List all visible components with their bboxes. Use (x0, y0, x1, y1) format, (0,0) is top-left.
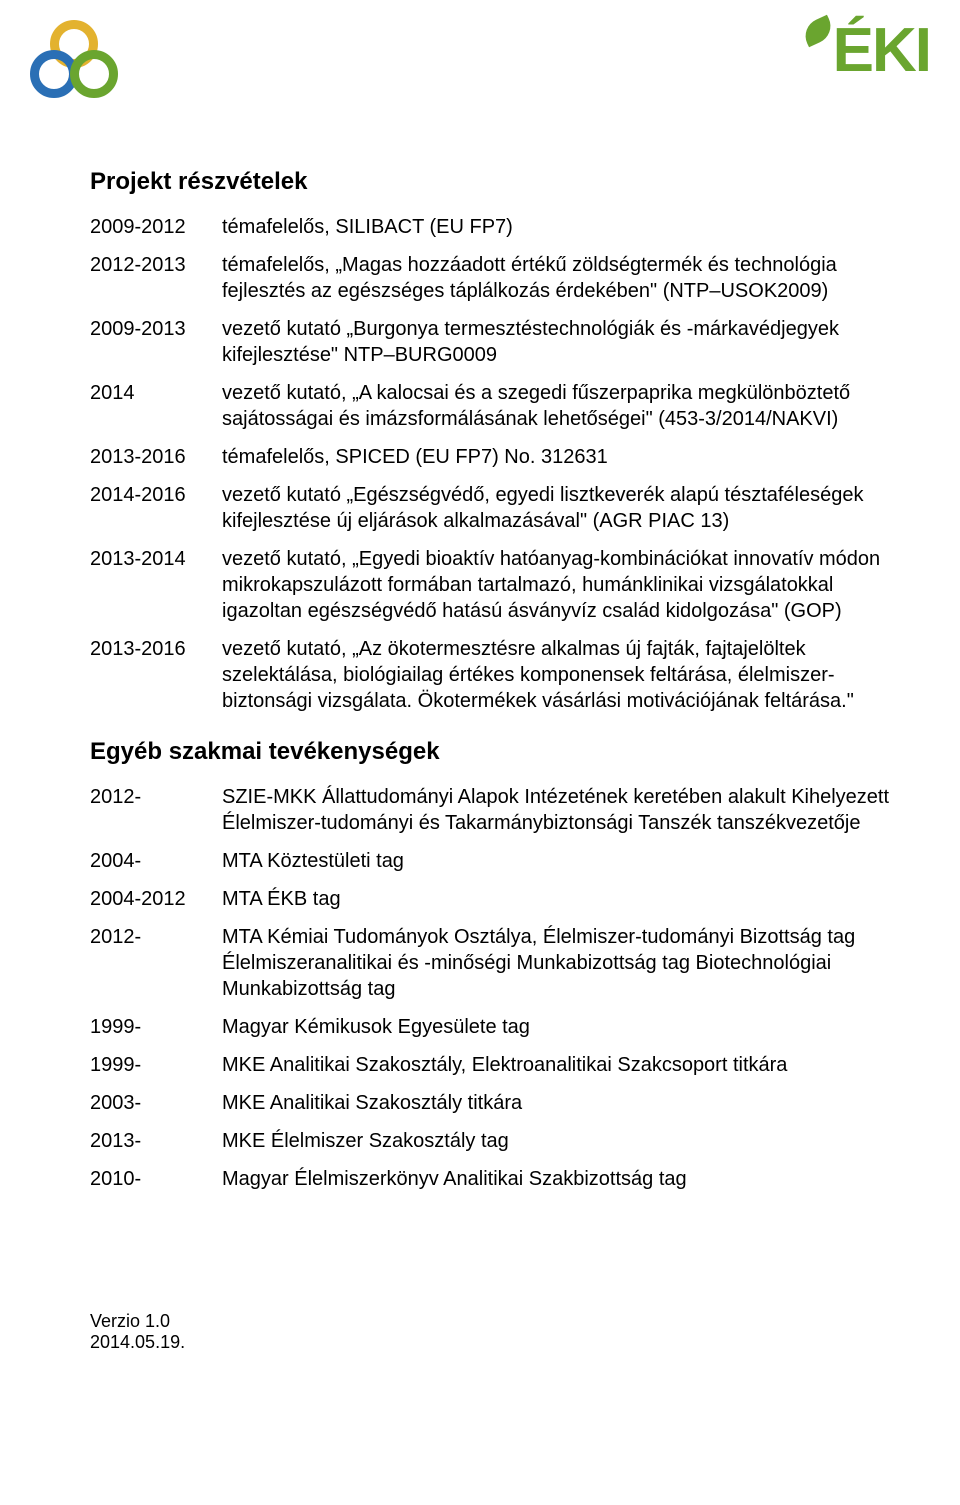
entry-year: 2004- (90, 848, 222, 874)
entry-year: 2003- (90, 1090, 222, 1116)
entry-year: 1999- (90, 1052, 222, 1078)
entry-year: 2014 (90, 380, 222, 432)
list-item: 1999- MKE Analitikai Szakosztály, Elektr… (90, 1052, 900, 1078)
entry-desc: MTA ÉKB tag (222, 886, 900, 912)
entry-desc: MTA Kémiai Tudományok Osztálya, Élelmisz… (222, 924, 900, 1002)
entry-year: 2012- (90, 924, 222, 1002)
entry-year: 2010- (90, 1166, 222, 1192)
other-heading: Egyéb szakmai tevékenységek (90, 738, 900, 766)
list-item: 2012- MTA Kémiai Tudományok Osztálya, Él… (90, 924, 900, 1002)
entry-desc: Magyar Élelmiszerkönyv Analitikai Szakbi… (222, 1166, 900, 1192)
ring-green-icon (70, 50, 118, 98)
entry-year: 2013-2016 (90, 444, 222, 470)
spacer (90, 1204, 900, 1324)
projects-heading: Projekt részvételek (90, 168, 900, 196)
list-item: 2004- MTA Köztestületi tag (90, 848, 900, 874)
entry-year: 2012-2013 (90, 252, 222, 304)
eki-logo: ÉKI (803, 20, 930, 82)
entry-desc: Magyar Kémikusok Egyesülete tag (222, 1014, 900, 1040)
entry-year: 2004-2012 (90, 886, 222, 912)
entry-desc: MKE Élelmiszer Szakosztály tag (222, 1128, 900, 1154)
list-item: 2013-2016 vezető kutató, „Az ökotermeszt… (90, 636, 900, 714)
list-item: 2009-2012 témafelelős, SILIBACT (EU FP7) (90, 214, 900, 240)
list-item: 2004-2012 MTA ÉKB tag (90, 886, 900, 912)
footer-version: Verzio 1.0 (90, 1311, 185, 1333)
entry-desc: MTA Köztestületi tag (222, 848, 900, 874)
list-item: 2012- SZIE-MKK Állattudományi Alapok Int… (90, 784, 900, 836)
list-item: 2012-2013 témafelelős, „Magas hozzáadott… (90, 252, 900, 304)
entry-year: 1999- (90, 1014, 222, 1040)
entry-desc: SZIE-MKK Állattudományi Alapok Intézetén… (222, 784, 900, 836)
entry-desc: vezető kutató, „Egyedi bioaktív hatóanya… (222, 546, 900, 624)
entry-year: 2013- (90, 1128, 222, 1154)
entry-desc: vezető kutató, „Az ökotermesztésre alkal… (222, 636, 900, 714)
entry-year: 2012- (90, 784, 222, 836)
list-item: 2013-2014 vezető kutató, „Egyedi bioaktí… (90, 546, 900, 624)
entry-year: 2013-2016 (90, 636, 222, 714)
entry-desc: témafelelős, „Magas hozzáadott értékű zö… (222, 252, 900, 304)
entry-year: 2009-2013 (90, 316, 222, 368)
list-item: 2014-2016 vezető kutató „Egészségvédő, e… (90, 482, 900, 534)
entry-year: 2009-2012 (90, 214, 222, 240)
footer-date: 2014.05.19. (90, 1332, 185, 1354)
entry-desc: témafelelős, SILIBACT (EU FP7) (222, 214, 900, 240)
entry-year: 2014-2016 (90, 482, 222, 534)
list-item: 2010- Magyar Élelmiszerkönyv Analitikai … (90, 1166, 900, 1192)
page-footer: Verzio 1.0 2014.05.19. (90, 1311, 185, 1354)
list-item: 2009-2013 vezető kutató „Burgonya termes… (90, 316, 900, 368)
list-item: 2013-2016 témafelelős, SPICED (EU FP7) N… (90, 444, 900, 470)
list-item: 2014 vezető kutató, „A kalocsai és a sze… (90, 380, 900, 432)
list-item: 2003- MKE Analitikai Szakosztály titkára (90, 1090, 900, 1116)
list-item: 2013- MKE Élelmiszer Szakosztály tag (90, 1128, 900, 1154)
list-item: 1999- Magyar Kémikusok Egyesülete tag (90, 1014, 900, 1040)
entry-desc: vezető kutató „Burgonya termesztéstechno… (222, 316, 900, 368)
rings-logo-icon (30, 20, 120, 110)
entry-desc: vezető kutató „Egészségvédő, egyedi lisz… (222, 482, 900, 534)
entry-desc: témafelelős, SPICED (EU FP7) No. 312631 (222, 444, 900, 470)
page-header: ÉKI (30, 0, 930, 160)
document-page: ÉKI Projekt részvételek 2009-2012 témafe… (0, 0, 960, 1384)
entry-desc: MKE Analitikai Szakosztály titkára (222, 1090, 900, 1116)
entry-year: 2013-2014 (90, 546, 222, 624)
leaf-icon (799, 15, 835, 48)
entry-desc: MKE Analitikai Szakosztály, Elektroanali… (222, 1052, 900, 1078)
entry-desc: vezető kutató, „A kalocsai és a szegedi … (222, 380, 900, 432)
eki-logo-text: ÉKI (833, 20, 930, 82)
